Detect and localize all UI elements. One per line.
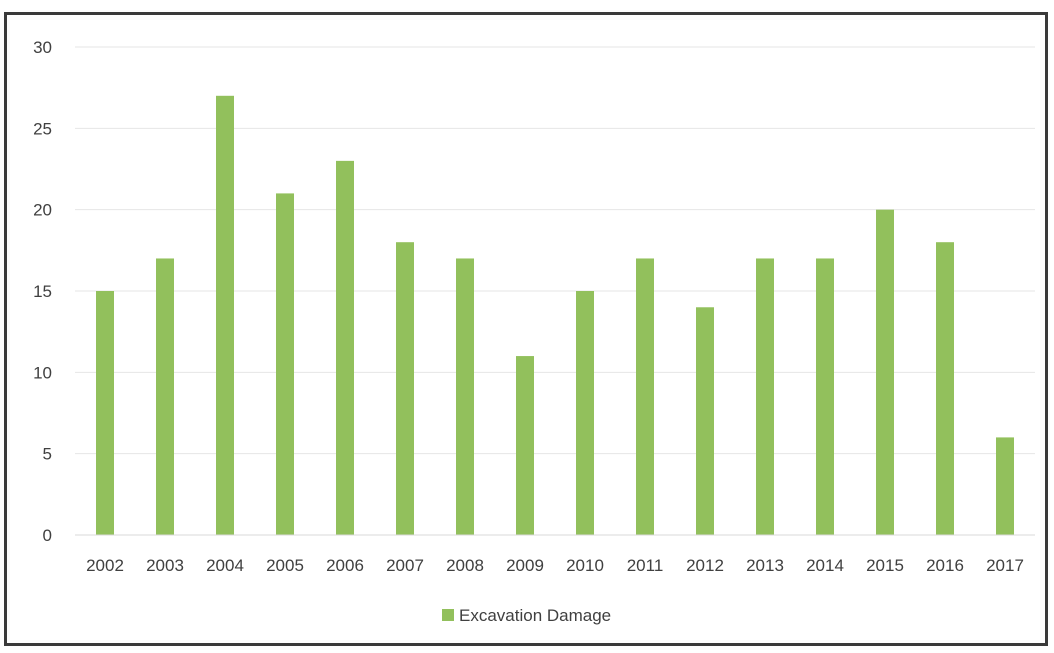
y-tick-label: 10: [33, 363, 52, 382]
x-tick-label: 2015: [866, 556, 904, 575]
bar: [96, 291, 114, 535]
x-tick-label: 2004: [206, 556, 244, 575]
x-tick-label: 2003: [146, 556, 184, 575]
bar: [636, 258, 654, 535]
bar: [456, 258, 474, 535]
x-axis-ticks: 2002 2003 2004 2005 2006 2007 2008 2009 2010 2011…: [86, 556, 1024, 575]
bars: [96, 95, 1014, 536]
y-tick-label: 20: [33, 201, 52, 220]
y-tick-label: 25: [33, 119, 52, 138]
bar: [276, 193, 294, 535]
y-axis-ticks: 0 5 10 15 20 25 30: [33, 38, 52, 545]
x-tick-label: 2006: [326, 556, 364, 575]
bar: [396, 242, 414, 535]
bar: [216, 95, 234, 536]
x-tick-label: 2011: [627, 556, 664, 575]
x-tick-label: 2002: [86, 556, 124, 575]
x-tick-label: 2014: [806, 556, 844, 575]
bar: [756, 258, 774, 535]
x-tick-label: 2007: [386, 556, 424, 575]
x-tick-label: 2008: [446, 556, 484, 575]
chart-frame: [4, 12, 1048, 646]
legend-swatch: [442, 609, 454, 621]
x-tick-label: 2016: [926, 556, 964, 575]
x-tick-label: 2017: [986, 556, 1024, 575]
bar: [936, 242, 954, 535]
bar: [156, 258, 174, 535]
y-tick-label: 30: [33, 38, 52, 57]
x-tick-label: 2012: [686, 556, 724, 575]
bar: [576, 291, 594, 535]
y-tick-label: 0: [43, 526, 52, 545]
bar: [696, 307, 714, 535]
bar: [516, 356, 534, 535]
x-tick-label: 2009: [506, 556, 544, 575]
x-tick-label: 2013: [746, 556, 784, 575]
x-tick-label: 2005: [266, 556, 304, 575]
bar: [336, 160, 354, 535]
bar: [816, 258, 834, 535]
x-tick-label: 2010: [566, 556, 604, 575]
gridlines: [75, 46, 1035, 455]
bar: [876, 209, 894, 535]
legend: Excavation Damage: [442, 606, 611, 625]
y-tick-label: 15: [33, 282, 52, 301]
y-tick-label: 5: [43, 445, 52, 464]
legend-label: Excavation Damage: [459, 606, 611, 625]
bar: [996, 437, 1014, 535]
